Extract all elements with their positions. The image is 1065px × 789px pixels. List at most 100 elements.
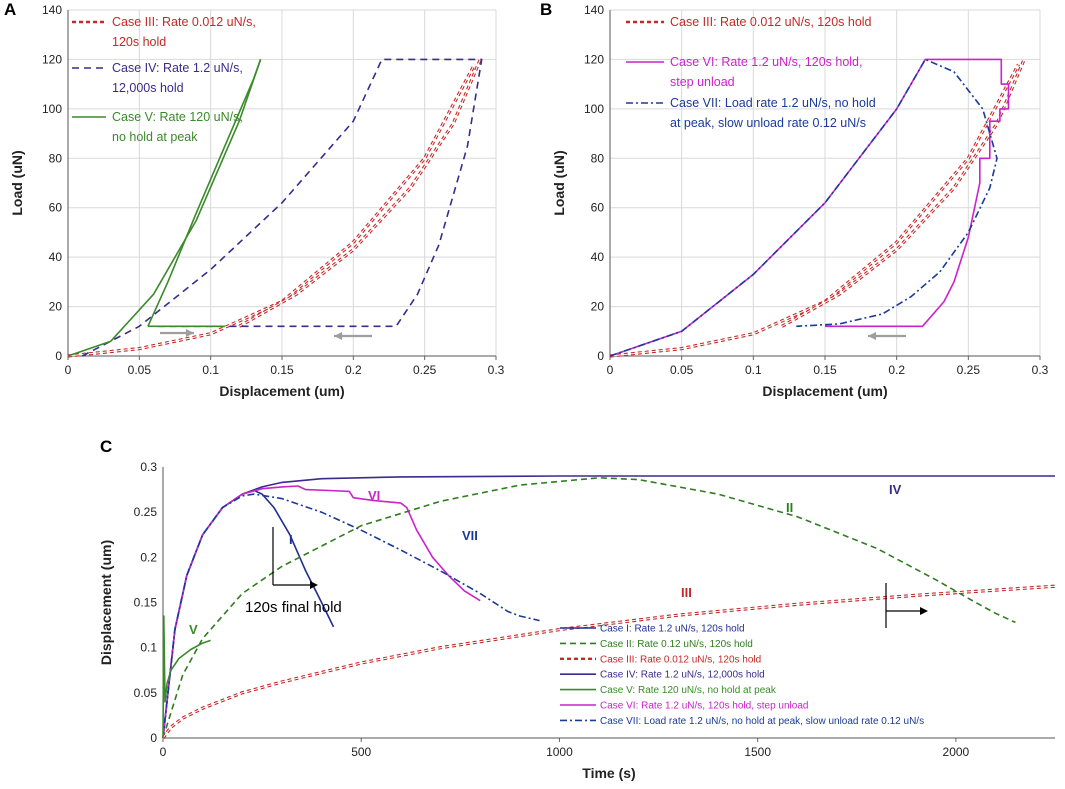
hold-bracket-arrowhead (310, 581, 318, 589)
legend-label: Case VII: Load rate 1.2 uN/s, no hold at… (600, 716, 924, 727)
legend-label: Case II: Rate 0.12 uN/s, 120s hold (600, 639, 753, 650)
legend-label: 12,000s hold (112, 81, 184, 95)
x-tick-label: 0.05 (670, 363, 694, 377)
x-tick-label: 0.2 (888, 363, 905, 377)
series-line-case-v (162, 615, 211, 739)
x-tick-label: 1000 (546, 745, 573, 759)
direction-arrow-head (868, 332, 876, 340)
legend-label: Case VII: Load rate 1.2 uN/s, no hold (670, 96, 876, 110)
final-hold-label: 120s final hold (245, 599, 342, 616)
legend-label: no hold at peak (112, 130, 198, 144)
y-tick-label: 40 (49, 250, 63, 264)
x-tick-label: 0.1 (202, 363, 219, 377)
direction-arrow-head (186, 329, 194, 337)
y-tick-label: 0.1 (140, 641, 157, 655)
x-tick-label: 500 (351, 745, 371, 759)
y-tick-label: 20 (591, 300, 605, 314)
series-line-case-vi (609, 58, 1010, 357)
series-line-case-iv (81, 58, 483, 357)
panel-a: A 0 20 40 60 80 100 120 140 0 0.05 0.1 0.15 0.2 0.25 0… (4, 0, 505, 399)
x-tick-label: 0.15 (270, 363, 294, 377)
legend-label: at peak, slow unload rate 0.12 uN/s (670, 116, 866, 130)
legend-label: Case IV: Rate 1.2 uN/s, 12,000s hold (600, 670, 765, 681)
case-iii-label: III (681, 585, 692, 600)
panel-c: C 0 0.05 0.1 0.15 0.2 0.25 0.3 0 500 1000 1500 2000… (98, 437, 1056, 781)
case-i-label: I (289, 532, 293, 547)
case-vii-label: VII (462, 528, 478, 543)
series-line-case-vii (162, 493, 540, 739)
y-tick-label: 60 (49, 201, 63, 215)
x-tick-label: 0.05 (128, 363, 152, 377)
y-tick-label: 140 (42, 3, 62, 17)
series-line-case-v (147, 59, 262, 327)
y-tick-label: 0 (55, 349, 62, 363)
case-v-label: V (189, 622, 198, 637)
series-line-case-iii-inner (67, 64, 476, 357)
legend-label: Case V: Rate 120 uN/s, (112, 110, 243, 124)
series-line-case-iii-outer (238, 58, 482, 328)
series-line-case-iii-inner (162, 585, 1056, 739)
legend-label: Case III: Rate 0.012 uN/s, (112, 15, 256, 29)
x-tick-label: 0.25 (413, 363, 437, 377)
x-tick-label: 0.3 (1032, 363, 1049, 377)
y-axis-label: Displacement (um) (98, 540, 114, 665)
legend-label: Case I: Rate 1.2 uN/s, 120s hold (600, 624, 745, 635)
y-tick-label: 140 (584, 3, 604, 17)
y-tick-label: 80 (591, 151, 605, 165)
legend-label: Case III: Rate 0.012 uN/s, 120s hold (600, 654, 761, 665)
x-tick-label: 1500 (744, 745, 771, 759)
x-tick-label: 2000 (943, 745, 970, 759)
y-tick-label: 100 (42, 102, 62, 116)
legend-label: Case IV: Rate 1.2 uN/s, (112, 61, 243, 75)
y-tick-label: 0 (597, 349, 604, 363)
series-line-case-iii-outer (67, 63, 477, 358)
y-tick-label: 0.2 (140, 550, 157, 564)
direction-arrow-head (334, 332, 342, 340)
x-tick-label: 0.2 (345, 363, 362, 377)
x-axis-label: Time (s) (582, 765, 635, 781)
case-iv-label: IV (889, 482, 902, 497)
x-tick-label: 0 (607, 363, 614, 377)
panel-a-letter: A (4, 0, 16, 19)
legend-label: Case III: Rate 0.012 uN/s, 120s hold (670, 15, 872, 29)
series-line-case-v (67, 59, 262, 357)
legend-label: Case VI: Rate 1.2 uN/s, 120s hold, (670, 55, 862, 69)
x-axis-label: Displacement (um) (219, 383, 344, 399)
case-vi-label: VI (368, 488, 380, 503)
y-tick-label: 100 (584, 102, 604, 116)
y-tick-label: 80 (49, 151, 63, 165)
panel-c-letter: C (100, 437, 112, 456)
x-axis-label: Displacement (um) (762, 383, 887, 399)
x-tick-label: 0 (65, 363, 72, 377)
y-tick-label: 0.25 (134, 505, 158, 519)
legend-label: Case V: Rate 120 uN/s, no hold at peak (600, 685, 777, 696)
y-tick-label: 0.3 (140, 460, 157, 474)
x-tick-label: 0.25 (957, 363, 981, 377)
legend-label: 120s hold (112, 35, 166, 49)
y-tick-label: 0.15 (134, 596, 158, 610)
y-tick-label: 0 (150, 731, 157, 745)
x-tick-label: 0.1 (745, 363, 762, 377)
y-tick-label: 120 (42, 52, 62, 66)
case-ii-label: II (786, 500, 793, 515)
panel-b-letter: B (540, 0, 552, 19)
y-tick-label: 40 (591, 250, 605, 264)
y-tick-label: 60 (591, 201, 605, 215)
panel-b: B 0 20 40 60 80 100 120 140 0 0.05 0.1 0.15 0.2 0.25 0… (540, 0, 1049, 399)
y-axis-label: Load (uN) (551, 150, 567, 215)
legend-label: Case VI: Rate 1.2 uN/s, 120s hold, step … (600, 701, 808, 712)
series-line-case-vi (162, 485, 481, 739)
legend-label: step unload (670, 75, 735, 89)
x-tick-label: 0.3 (488, 363, 505, 377)
series-line-case-iii-inner (238, 59, 481, 327)
hold-bracket-arrowhead-2 (920, 607, 928, 615)
series-line-case-vii (609, 58, 998, 357)
y-tick-label: 0.05 (134, 686, 158, 700)
x-tick-label: 0 (160, 745, 167, 759)
series-line-case-iii-inner (781, 59, 1025, 327)
y-tick-label: 20 (49, 300, 63, 314)
y-tick-label: 120 (584, 52, 604, 66)
y-axis-label: Load (uN) (9, 150, 25, 215)
x-tick-label: 0.15 (813, 363, 837, 377)
